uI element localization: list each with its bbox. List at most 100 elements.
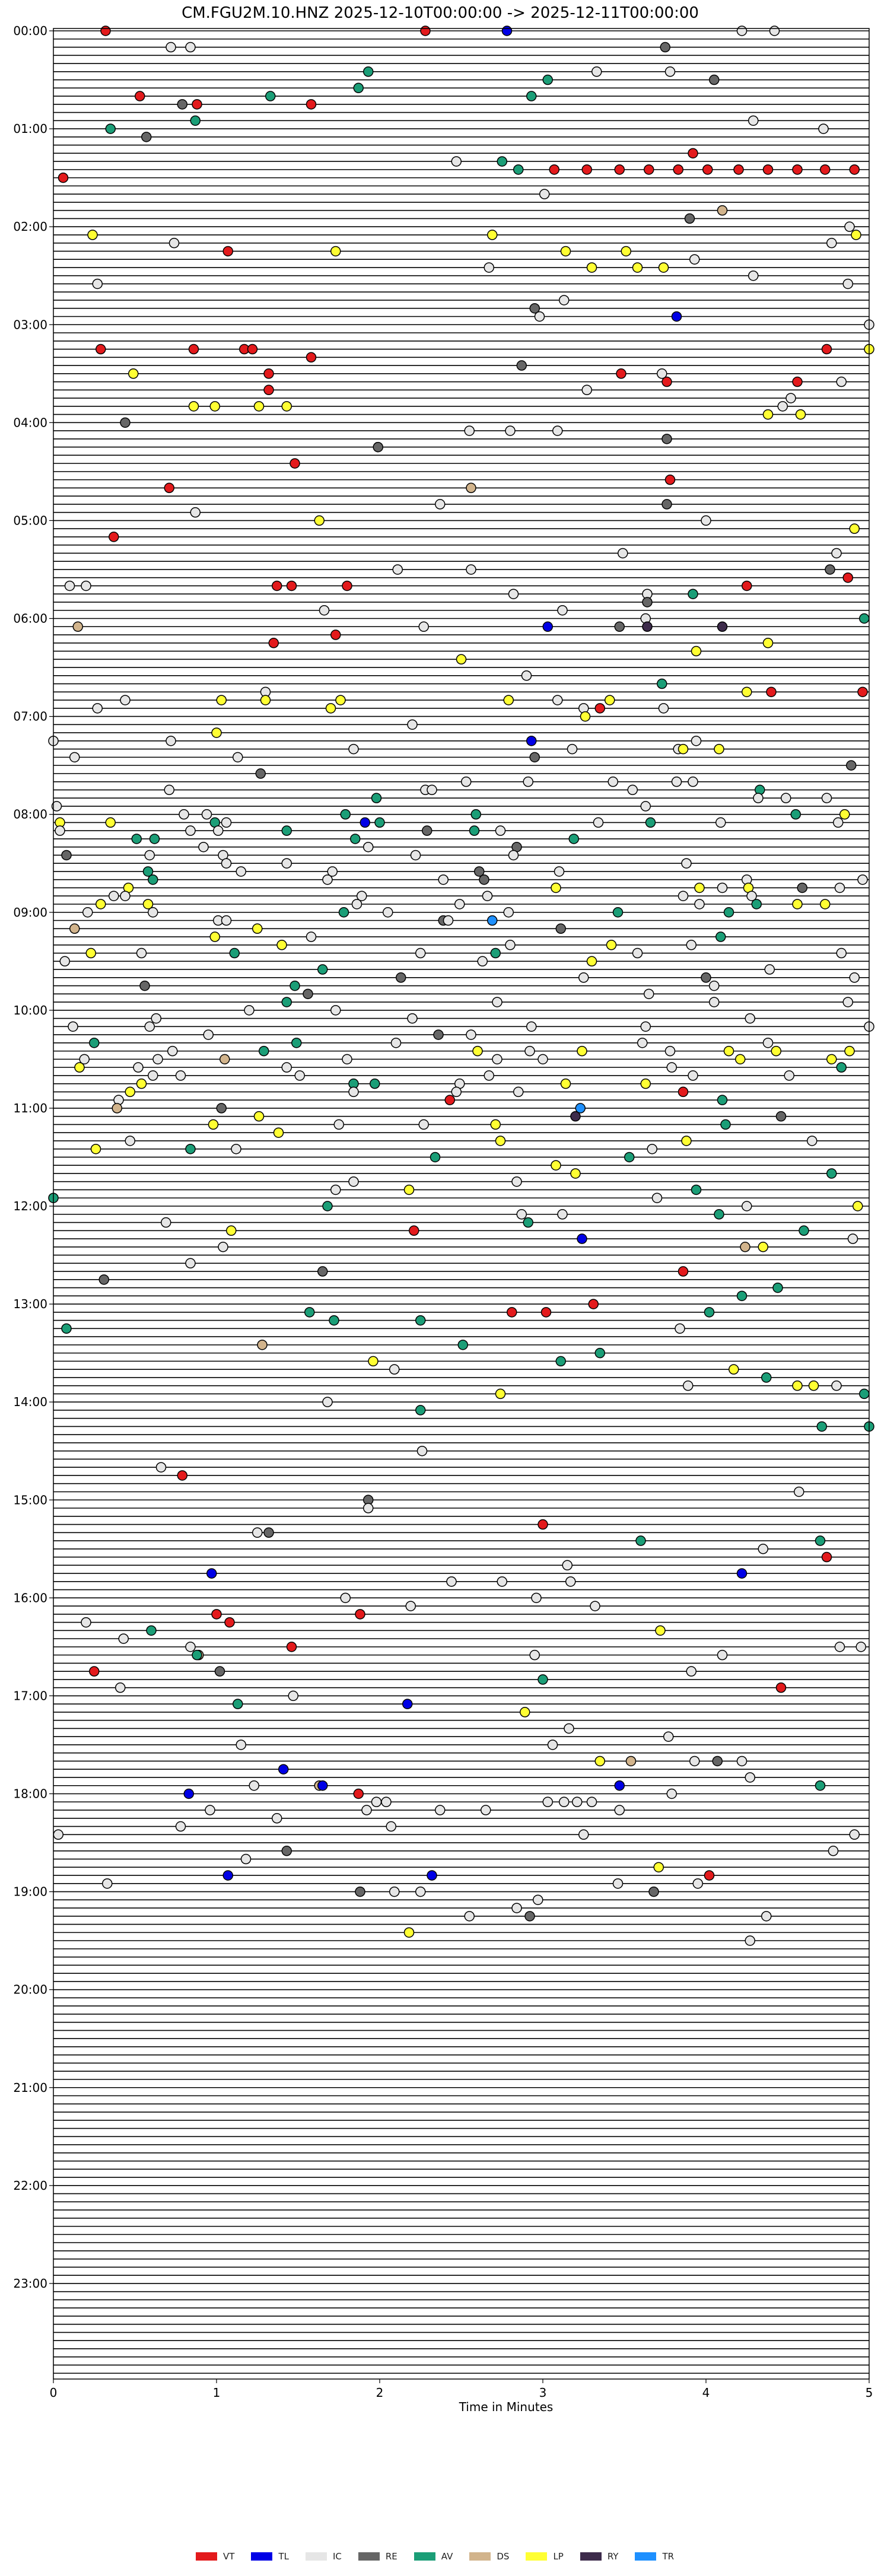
- event-marker-lp: [125, 1086, 135, 1098]
- event-marker-re: [701, 972, 711, 983]
- event-marker-av: [281, 997, 292, 1007]
- event-marker-ic: [692, 1878, 703, 1889]
- event-marker-tr: [487, 915, 498, 926]
- event-marker-ic: [415, 1886, 426, 1897]
- event-marker-av: [470, 809, 481, 820]
- event-marker-ic: [427, 784, 437, 796]
- event-marker-vt: [688, 148, 698, 159]
- event-marker-ic: [658, 703, 669, 714]
- event-marker-lp: [216, 695, 227, 705]
- event-marker-re: [712, 1756, 723, 1767]
- event-marker-av: [704, 1307, 715, 1318]
- event-marker-lp: [551, 882, 561, 893]
- event-marker-lp: [795, 409, 806, 420]
- legend-item-ry: RY: [580, 2551, 619, 2562]
- event-marker-lp: [260, 695, 271, 705]
- event-marker-ic: [818, 123, 829, 134]
- event-marker-tr: [575, 1103, 586, 1114]
- event-marker-lp: [729, 1364, 739, 1375]
- event-marker-ic: [81, 1617, 91, 1628]
- x-tick-label: 0: [50, 2386, 58, 2400]
- event-marker-ic: [407, 719, 418, 730]
- legend-item-tr: TR: [635, 2551, 674, 2562]
- event-marker-ic: [831, 1380, 842, 1391]
- event-marker-vt: [678, 1086, 689, 1098]
- event-marker-ic: [69, 752, 80, 763]
- event-marker-ic: [511, 1903, 522, 1913]
- event-marker-av: [688, 589, 698, 599]
- y-tick-label: 18:00: [13, 1787, 47, 1801]
- event-marker-av: [657, 678, 667, 689]
- event-marker-ic: [281, 858, 292, 869]
- event-marker-vt: [537, 1519, 548, 1530]
- event-marker-ic: [590, 1601, 600, 1611]
- event-marker-av: [513, 164, 524, 175]
- event-marker-ic: [451, 1086, 462, 1098]
- event-marker-ic: [59, 956, 70, 967]
- event-marker-re: [317, 1266, 328, 1277]
- legend-label: VT: [223, 2551, 235, 2562]
- event-marker-ic: [92, 278, 103, 290]
- event-marker-ic: [435, 1805, 446, 1815]
- event-marker-vt: [222, 246, 233, 257]
- event-marker-ic: [203, 1029, 214, 1040]
- event-marker-ic: [785, 393, 796, 403]
- event-marker-vt: [673, 164, 683, 175]
- event-marker-lp: [128, 368, 139, 379]
- event-marker-ic: [405, 1601, 416, 1611]
- event-marker-ic: [464, 425, 475, 436]
- event-marker-av: [457, 1340, 468, 1350]
- event-marker-vt: [792, 376, 803, 387]
- event-marker-av: [353, 82, 364, 94]
- event-marker-lp: [580, 711, 591, 722]
- event-marker-vt: [444, 1095, 455, 1105]
- event-marker-re: [373, 441, 383, 453]
- event-marker-lp: [136, 1078, 147, 1089]
- event-marker-ic: [272, 1813, 282, 1824]
- event-marker-lp: [487, 230, 498, 240]
- legend-item-av: AV: [414, 2551, 453, 2562]
- event-marker-vt: [306, 99, 317, 110]
- event-marker-av: [645, 817, 656, 828]
- legend-swatch: [305, 2552, 327, 2561]
- event-marker-av: [736, 1290, 748, 1302]
- event-marker-lp: [853, 1201, 863, 1211]
- event-marker-ic: [593, 817, 604, 828]
- event-marker-ic: [701, 515, 711, 526]
- event-marker-ic: [363, 841, 374, 853]
- event-marker-ic: [454, 899, 465, 909]
- event-marker-ic: [92, 703, 103, 714]
- event-marker-av: [105, 123, 116, 134]
- x-tick-label: 2: [376, 2386, 384, 2400]
- event-marker-re: [516, 360, 527, 371]
- legend-label: IC: [332, 2551, 342, 2562]
- event-marker-ic: [383, 907, 393, 918]
- event-marker-vt: [821, 344, 832, 355]
- event-marker-vt: [775, 1682, 787, 1693]
- event-marker-tl: [360, 817, 370, 828]
- event-marker-ic: [709, 997, 720, 1007]
- event-marker-av: [826, 1168, 837, 1179]
- event-marker-tl: [206, 1568, 217, 1579]
- event-marker-lp: [653, 1862, 664, 1873]
- legend-swatch: [635, 2552, 657, 2561]
- event-marker-ic: [252, 1527, 263, 1538]
- event-marker-ds: [625, 1756, 637, 1767]
- legend-item-re: RE: [358, 2551, 397, 2562]
- event-marker-ic: [640, 801, 651, 812]
- x-tick-label: 4: [702, 2386, 710, 2400]
- event-marker-lp: [253, 1111, 265, 1122]
- event-marker-lp: [658, 262, 669, 273]
- event-marker-tl: [278, 1764, 289, 1774]
- event-marker-lp: [335, 695, 346, 705]
- event-marker-ic: [319, 605, 330, 616]
- y-tick-label: 20:00: [13, 1983, 47, 1997]
- event-marker-lp: [208, 1119, 219, 1130]
- event-marker-vt: [792, 164, 803, 175]
- event-marker-ic: [844, 221, 855, 232]
- legend-label: RY: [607, 2551, 619, 2562]
- event-marker-vt: [286, 1642, 297, 1652]
- event-marker-tl: [402, 1699, 413, 1709]
- event-marker-ic: [557, 605, 568, 616]
- event-marker-re: [474, 866, 485, 877]
